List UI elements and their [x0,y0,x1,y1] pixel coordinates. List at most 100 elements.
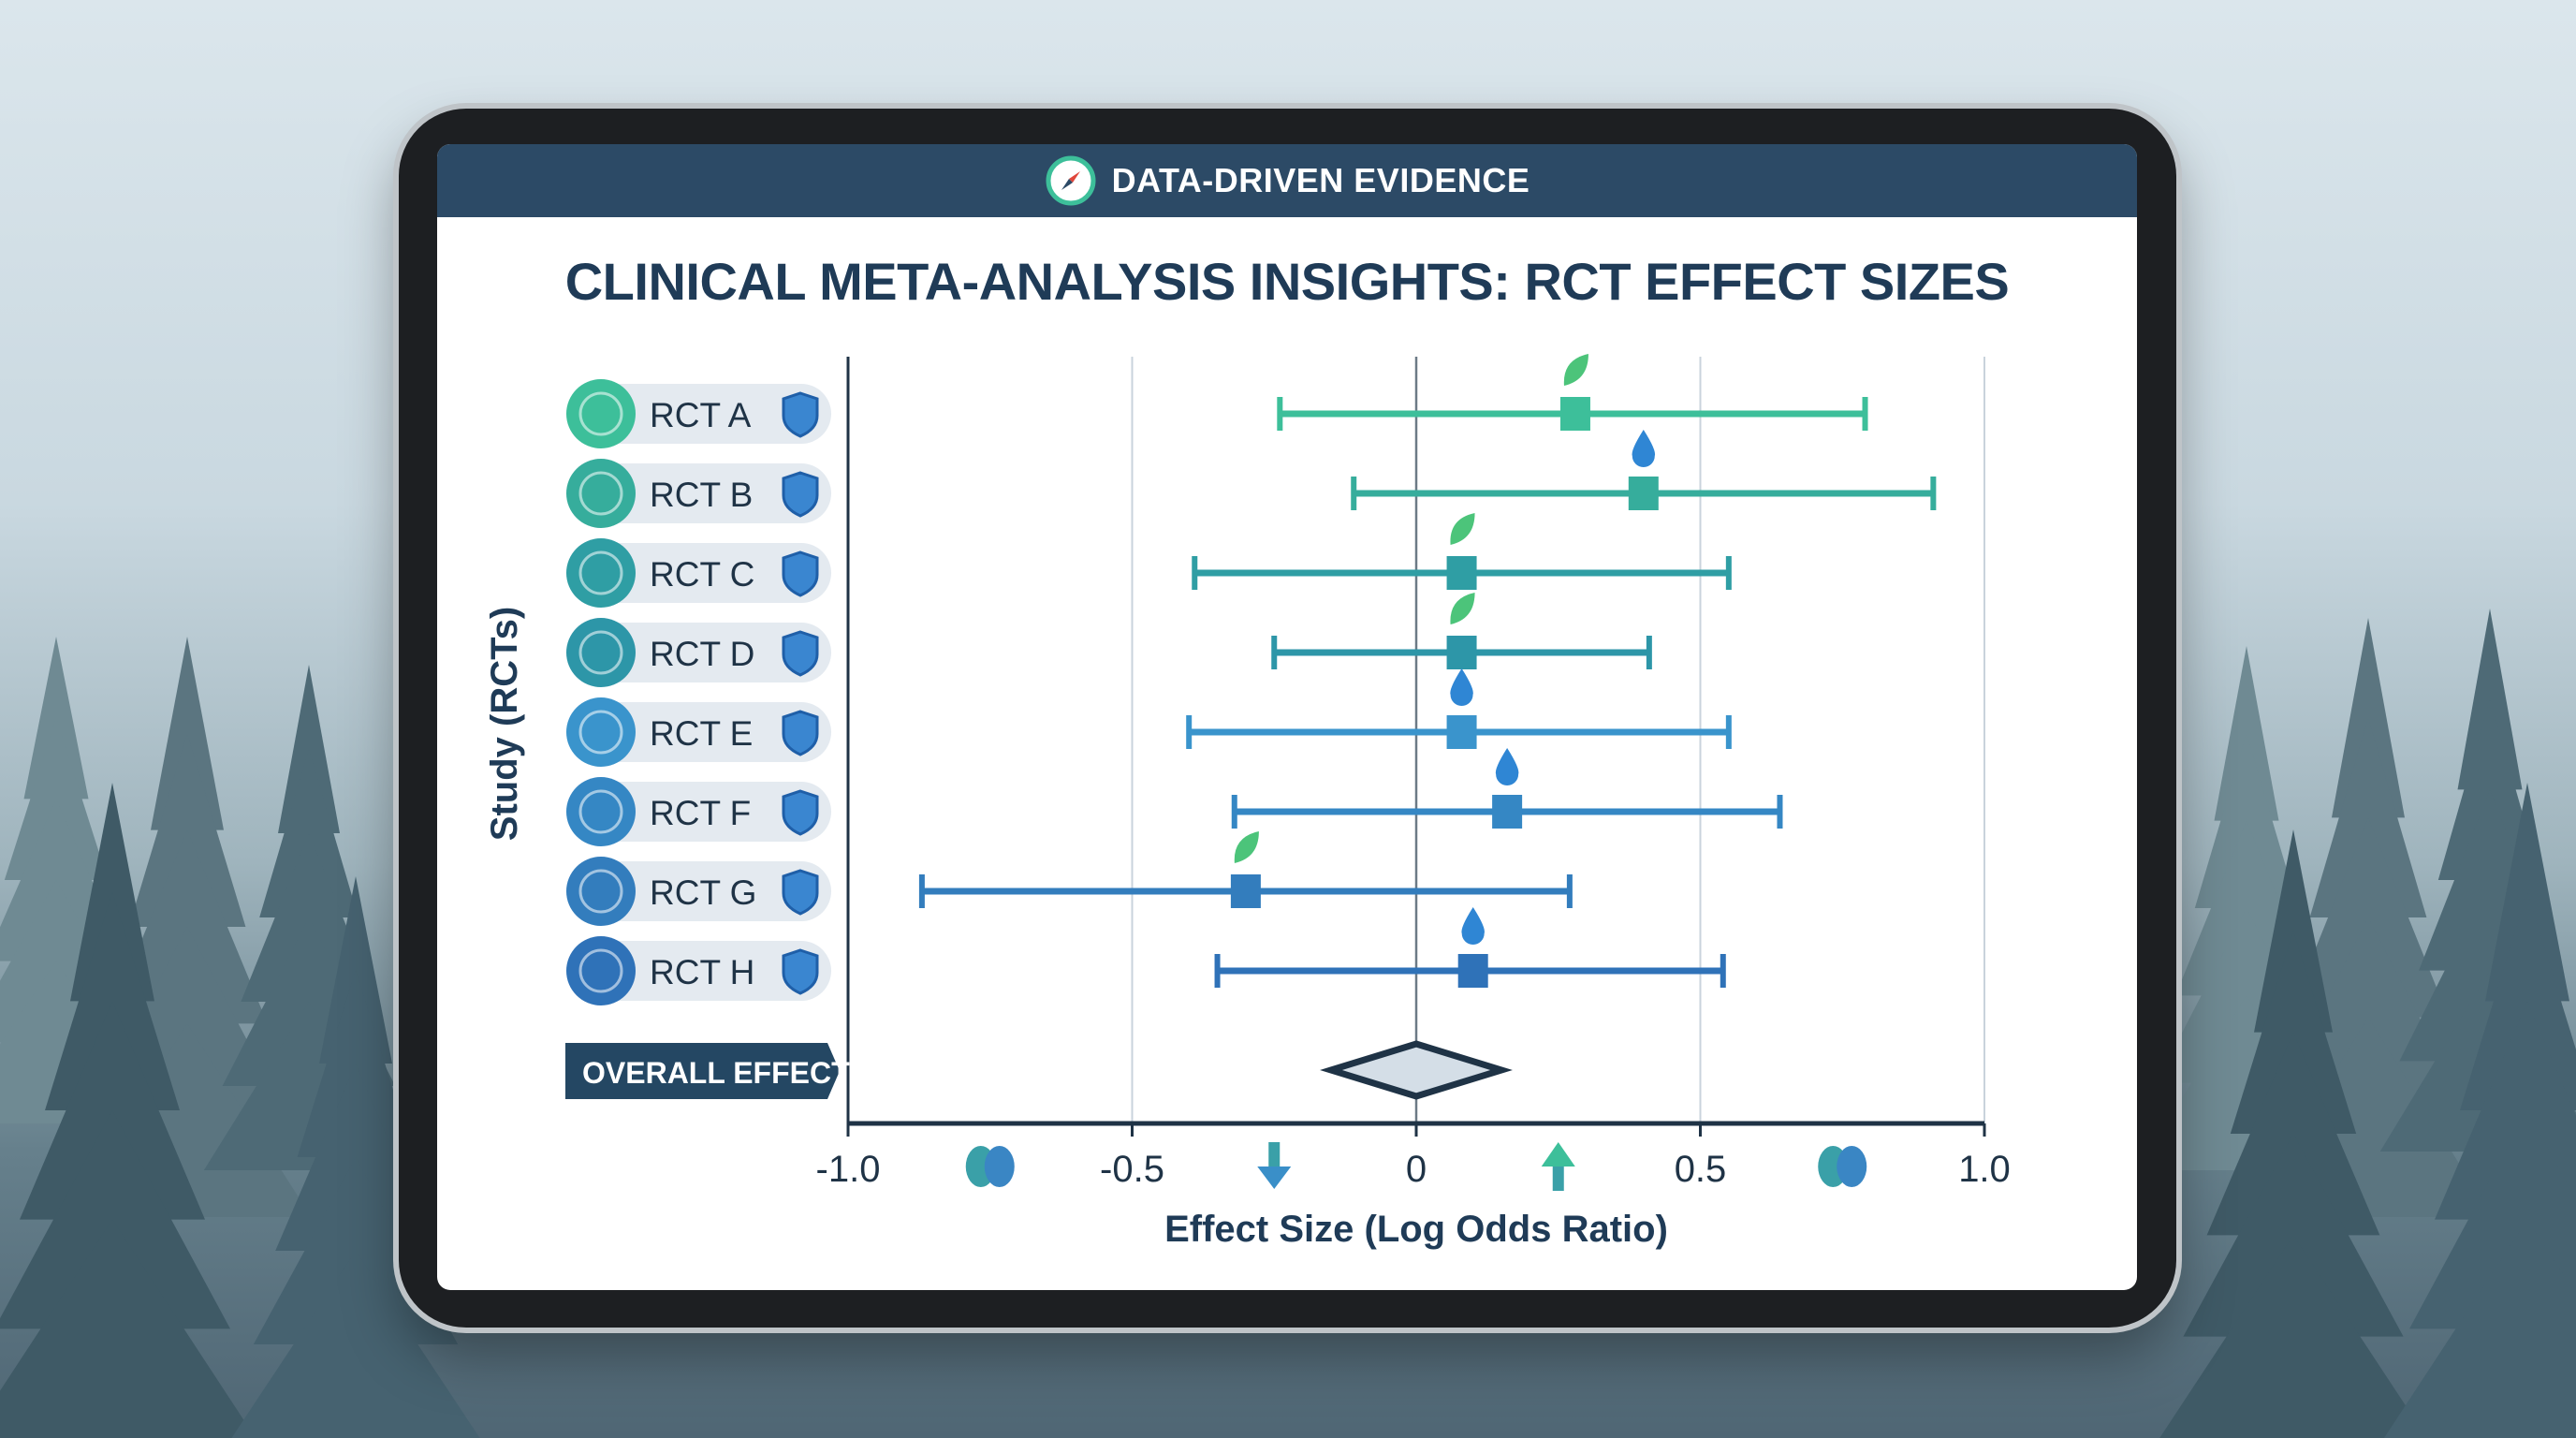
study-pill [580,463,831,523]
overall-diamond [1320,1040,1513,1100]
head-icon-glyph [578,948,623,993]
brain-icon [566,379,636,448]
arrow-head [1257,1167,1292,1189]
tree-layer [2384,1219,2576,1438]
study-row [1277,354,1868,431]
dna-icon [566,697,636,767]
tree-layer [0,1110,230,1329]
study-label-rct-d: RCT D [566,618,831,687]
overall-effect-tag: OVERALL EFFECT [565,1043,850,1099]
study-row [1214,907,1726,988]
study-pill [580,861,831,921]
point-estimate [1446,715,1477,749]
dna-icon-glyph [578,630,623,675]
arrow-head [1541,1142,1575,1167]
leaf-icon [1234,831,1259,863]
point-estimate [1457,954,1488,988]
pine-tree [2159,829,2427,1438]
study-row [918,831,1573,908]
drop-icon [1632,430,1656,468]
study-row [1192,513,1732,590]
study-label-rct-h: RCT H [566,936,831,1005]
pine-tree [231,876,480,1438]
study-pill [580,543,831,603]
dna-icon-glyph [578,789,623,834]
shield-icon [782,948,819,995]
arrow-shaft [1552,1167,1564,1191]
study-label-rct-f: RCT F [566,777,831,846]
tree-layer [2159,1235,2427,1438]
point-estimate [1492,795,1523,829]
brain-icon [566,538,636,608]
shield-icon [782,391,819,438]
point-estimate [1446,556,1477,590]
pine-tree [0,783,256,1438]
compass-icon [1046,155,1096,206]
x-axis-label: Effect Size (Log Odds Ratio) [1164,1209,1668,1250]
study-label-rct-a: RCT A [566,379,831,448]
study-name: RCT C [650,555,754,594]
pine-tree [2384,783,2576,1438]
study-pill [580,623,831,682]
shield-icon [782,471,819,518]
header-bar: DATA-DRIVEN EVIDENCE [437,144,2137,217]
brain-icon-glyph [578,869,623,914]
tree-layer [231,1251,480,1438]
study-name: RCT D [650,635,754,673]
study-name: RCT E [650,714,753,753]
point-estimate [1559,397,1590,431]
brain-lobe [984,1146,1015,1187]
study-name: RCT B [650,476,753,514]
dna-icon [566,618,636,687]
study-row [1231,748,1783,829]
arrow-down-icon [1257,1142,1292,1189]
header-title: DATA-DRIVEN EVIDENCE [1111,161,1530,199]
tree-layer [0,1219,256,1438]
study-pill [580,702,831,762]
drop-icon [1495,748,1519,786]
chart-title: CLINICAL META-ANALYSIS INSIGHTS: RCT EFF… [564,252,2010,311]
study-pill [580,384,831,444]
leaf-icon [1450,513,1475,545]
x-tick-label: -0.5 [1100,1149,1164,1190]
study-name: RCT G [650,873,756,912]
study-row [1186,668,1732,749]
point-estimate [1446,636,1477,669]
point-estimate [1230,874,1261,908]
brain-icon [965,1146,1015,1187]
shield-icon [782,630,819,677]
shield-icon [782,869,819,916]
leaf-icon [1450,593,1475,624]
tree-layer [2332,618,2405,818]
pine-tree [2244,618,2493,1217]
brain-icon [566,459,636,528]
brain-icon [1818,1146,1867,1187]
dna-icon-glyph [578,710,623,755]
x-tick-label: 1.0 [1958,1149,2011,1190]
shield-icon [782,710,819,756]
shield-icon [782,789,819,836]
brain-icon [566,857,636,926]
study-label-rct-b: RCT B [566,459,831,528]
study-pill [580,782,831,842]
tree-layer [128,733,246,927]
leaf-icon [1563,354,1588,386]
arrow-up-icon [1541,1142,1575,1191]
tree-layer [2183,1134,2404,1337]
drop-icon [1461,907,1485,945]
study-label-rct-c: RCT C [566,538,831,608]
study-row [1271,593,1652,669]
point-estimate [1628,477,1659,510]
study-label-rct-e: RCT E [566,697,831,767]
x-tick-label: -1.0 [816,1149,881,1190]
overall-effect-label: OVERALL EFFECT [582,1056,850,1090]
brain-lobe [1837,1146,1867,1187]
study-name: RCT F [650,794,751,832]
study-label-rct-g: RCT G [566,857,831,926]
x-tick-label: 0 [1406,1149,1427,1190]
head-icon [566,936,636,1005]
tree-layer [23,637,89,800]
study-name: RCT A [650,396,752,434]
